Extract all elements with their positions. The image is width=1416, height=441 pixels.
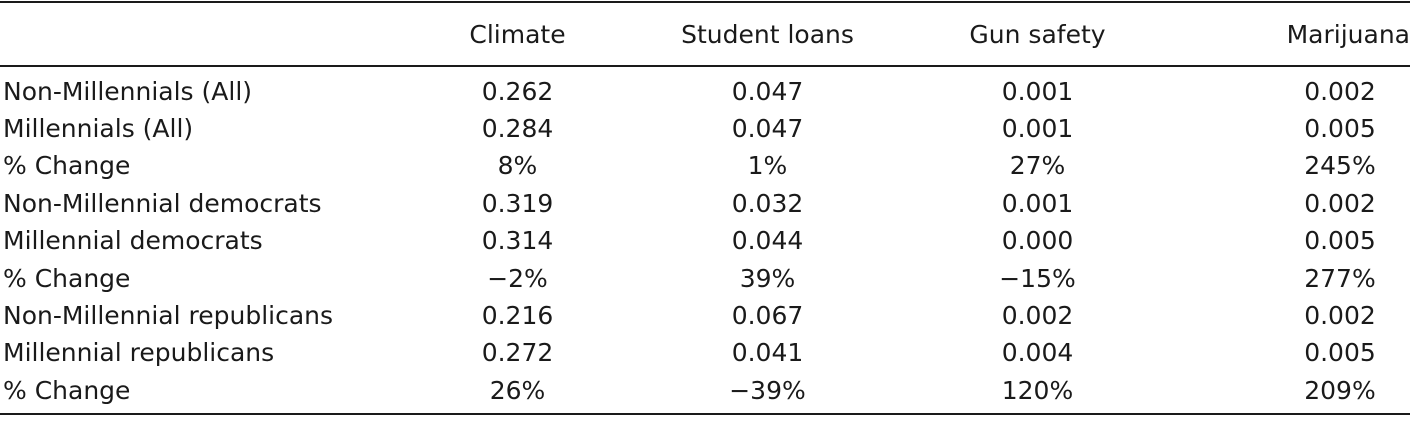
cell-student-loans: 0.044 (731, 226, 804, 256)
cell-marijuana: 245% (1304, 151, 1376, 181)
row-label: Millennial democrats (3, 226, 263, 256)
cell-student-loans: 0.047 (731, 114, 804, 144)
header-cell-label (0, 3, 400, 65)
cell-climate: 0.272 (481, 338, 554, 368)
row-label: Millennial republicans (3, 338, 275, 368)
cell-student-loans: 0.067 (731, 301, 804, 331)
cell-marijuana: 0.005 (1304, 114, 1376, 144)
cell-gun-safety: 0.001 (1001, 114, 1074, 144)
header-rule (0, 65, 1410, 67)
table-row: Millennials (All) 0.284 0.047 0.001 0.00… (0, 110, 1410, 147)
cell-gun-safety: 0.001 (1001, 188, 1074, 218)
cell-student-loans: 0.041 (731, 338, 804, 368)
cell-climate: 26% (489, 375, 546, 405)
cell-climate: 0.216 (481, 301, 554, 331)
cell-climate: 8% (497, 151, 538, 181)
cell-gun-safety: 120% (1001, 375, 1074, 405)
cell-student-loans: 0.032 (731, 188, 804, 218)
table-row: Millennial democrats 0.314 0.044 0.000 0… (0, 222, 1410, 259)
cell-gun-safety: −15% (999, 263, 1076, 293)
cell-climate: 0.262 (481, 76, 554, 106)
cell-gun-safety: 0.000 (1001, 226, 1074, 256)
table-row: Millennial republicans 0.272 0.041 0.004… (0, 334, 1410, 371)
cell-gun-safety: 0.001 (1001, 76, 1074, 106)
cell-gun-safety: 0.004 (1001, 338, 1074, 368)
header-cell-gun-safety: Gun safety (969, 19, 1106, 49)
header-cell-marijuana: Marijuana (1286, 19, 1410, 49)
row-label: % Change (3, 375, 131, 405)
cell-marijuana: 0.002 (1304, 76, 1376, 106)
table-header: Climate Student loans Gun safety Marijua… (0, 3, 1410, 65)
cell-student-loans: 0.047 (731, 76, 804, 106)
cell-student-loans: 39% (739, 263, 796, 293)
table-row: % Change 26% −39% 120% 209% (0, 372, 1410, 413)
cell-marijuana: 0.005 (1304, 226, 1376, 256)
table-row: Non-Millennial democrats 0.319 0.032 0.0… (0, 185, 1410, 222)
table-row: % Change 8% 1% 27% 245% (0, 147, 1410, 184)
cell-climate: 0.314 (481, 226, 554, 256)
cell-climate: 0.284 (481, 114, 554, 144)
cell-gun-safety: 0.002 (1001, 301, 1074, 331)
table-row: Non-Millennials (All) 0.262 0.047 0.001 … (0, 67, 1410, 110)
row-label: Millennials (All) (3, 114, 194, 144)
cell-climate: −2% (487, 263, 548, 293)
cell-marijuana: 209% (1304, 375, 1376, 405)
cell-marijuana: 0.002 (1304, 188, 1376, 218)
row-label: % Change (3, 263, 131, 293)
table-row: % Change −2% 39% −15% 277% (0, 259, 1410, 296)
header-cell-student-loans: Student loans (681, 19, 854, 49)
header-cell-climate: Climate (469, 19, 566, 49)
results-table-body: Non-Millennials (All) 0.262 0.047 0.001 … (0, 67, 1410, 414)
table-body: Non-Millennials (All) 0.262 0.047 0.001 … (0, 67, 1410, 414)
data-table: Climate Student loans Gun safety Marijua… (0, 1, 1410, 416)
row-label: Non-Millennial democrats (3, 188, 322, 218)
cell-student-loans: 1% (747, 151, 788, 181)
row-label: % Change (3, 151, 131, 181)
header-row: Climate Student loans Gun safety Marijua… (0, 3, 1410, 65)
cell-marijuana: 0.005 (1304, 338, 1376, 368)
results-table: Climate Student loans Gun safety Marijua… (0, 3, 1410, 65)
cell-student-loans: −39% (729, 375, 806, 405)
bottom-rule (0, 413, 1410, 416)
table-row: Non-Millennial republicans 0.216 0.067 0… (0, 297, 1410, 334)
cell-gun-safety: 27% (1009, 151, 1066, 181)
row-label: Non-Millennials (All) (3, 76, 253, 106)
cell-marijuana: 0.002 (1304, 301, 1376, 331)
row-label: Non-Millennial republicans (3, 301, 334, 331)
top-rule (0, 1, 1410, 3)
cell-marijuana: 277% (1304, 263, 1376, 293)
cell-climate: 0.319 (481, 188, 554, 218)
